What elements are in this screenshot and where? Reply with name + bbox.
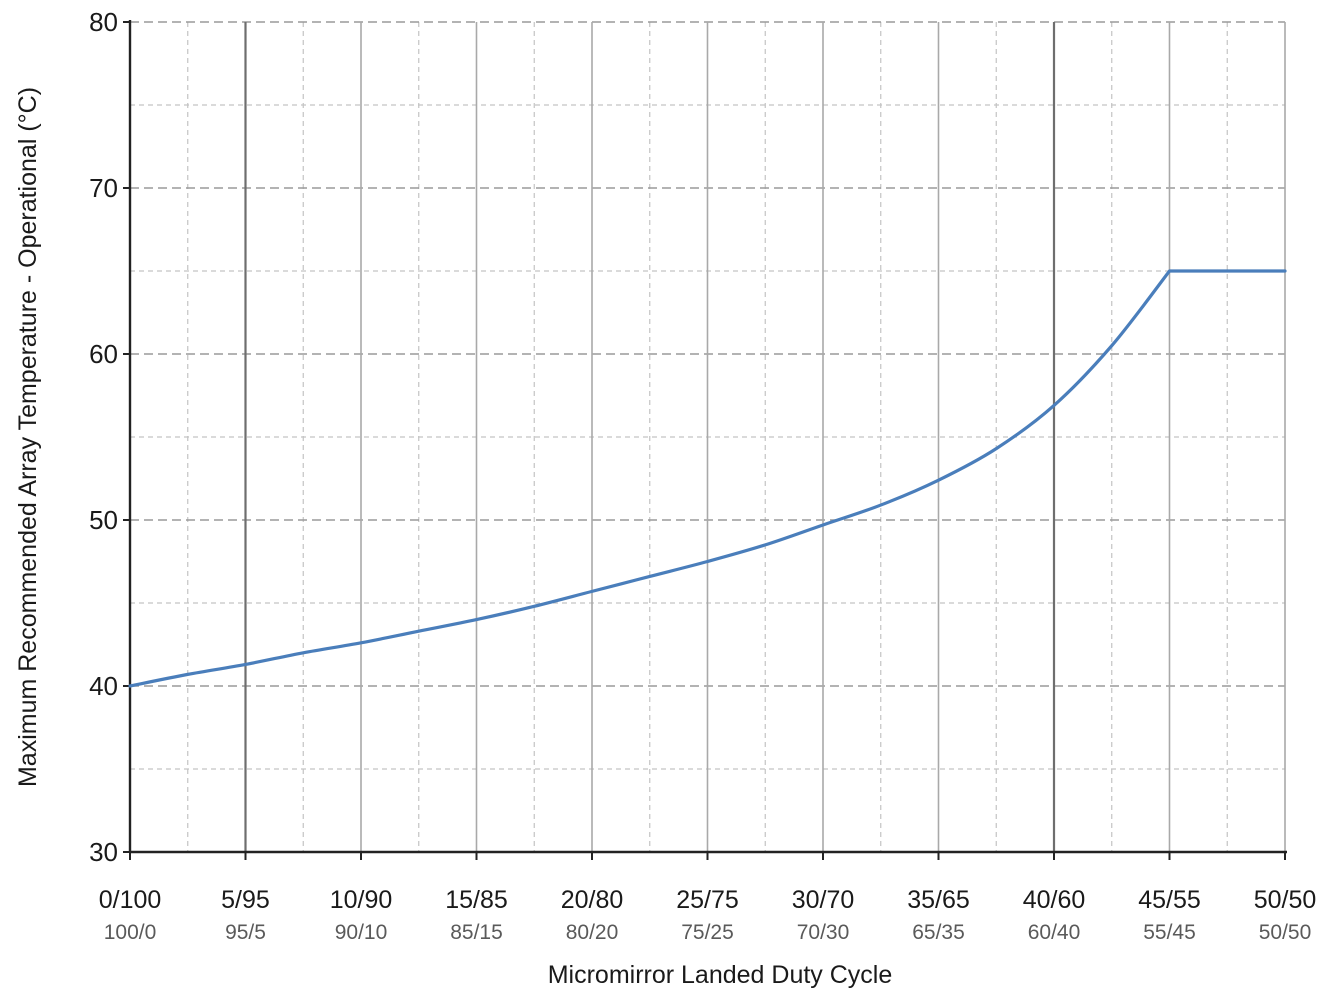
x-tick-label-secondary: 60/40: [1028, 921, 1081, 944]
x-tick-label-secondary: 100/0: [104, 921, 157, 944]
x-tick-label-primary: 40/60: [1023, 886, 1086, 914]
x-tick-label-secondary: 65/35: [912, 921, 965, 944]
series-line: [128, 269, 1287, 688]
x-tick-label-primary: 50/50: [1254, 886, 1317, 914]
x-tick-label-primary: 20/80: [561, 886, 624, 914]
y-tick-label: 40: [89, 671, 118, 701]
x-tick-label-primary: 0/100: [99, 886, 162, 914]
x-tick-label-primary: 15/85: [445, 886, 508, 914]
x-tick-label-secondary: 90/10: [335, 921, 388, 944]
x-tick-label-primary: 30/70: [792, 886, 855, 914]
x-tick-label-primary: 45/55: [1138, 886, 1201, 914]
x-tick-label-secondary: 50/50: [1259, 921, 1312, 944]
grid-layer: [130, 21, 1286, 852]
x-tick-label-secondary: 70/30: [797, 921, 850, 944]
x-tick-label-primary: 25/75: [676, 886, 739, 914]
label-layer: Micromirror Landed Duty Cycle Maximum Re…: [14, 7, 1316, 989]
y-tick-label: 80: [89, 7, 118, 37]
x-tick-label-primary: 5/95: [221, 886, 270, 914]
x-tick-label-secondary: 75/25: [681, 921, 734, 944]
x-tick-label-secondary: 85/15: [450, 921, 503, 944]
axis-layer: [123, 20, 1287, 860]
x-tick-label-secondary: 55/45: [1143, 921, 1196, 944]
y-tick-label: 60: [89, 339, 118, 369]
x-axis-label: Micromirror Landed Duty Cycle: [548, 961, 893, 989]
y-tick-label: 50: [89, 505, 118, 535]
y-axis-label: Maximum Recommended Array Temperature - …: [14, 87, 42, 787]
x-tick-label-secondary: 80/20: [566, 921, 619, 944]
x-tick-label-primary: 35/65: [907, 886, 970, 914]
y-tick-label: 70: [89, 173, 118, 203]
series-layer: [128, 269, 1287, 688]
y-tick-label: 30: [89, 837, 118, 867]
x-tick-label-secondary: 95/5: [225, 921, 266, 944]
x-tick-label-primary: 10/90: [330, 886, 393, 914]
